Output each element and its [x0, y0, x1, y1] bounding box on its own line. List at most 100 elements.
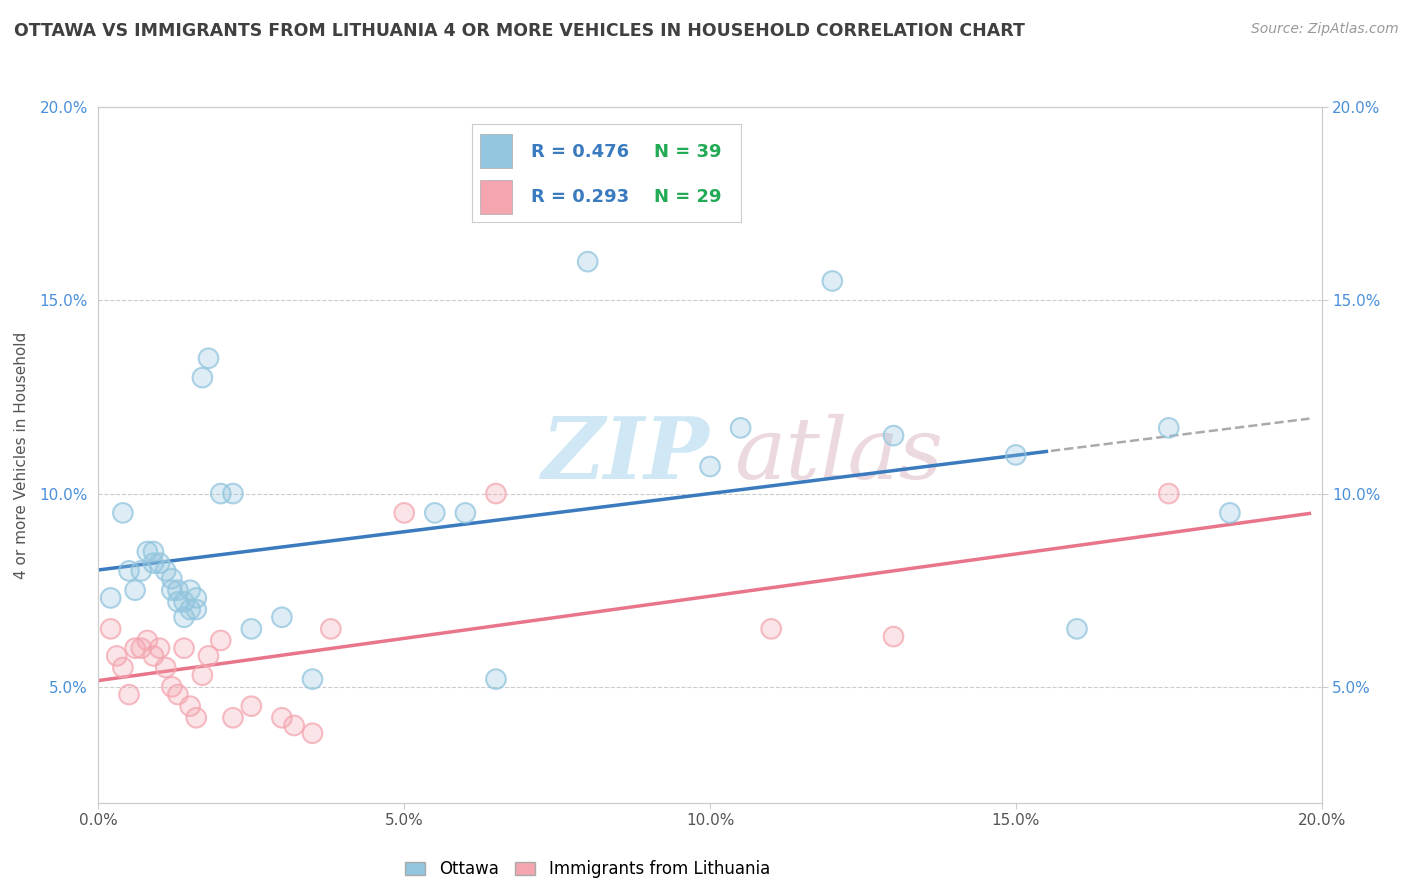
Point [197, 351, 219, 366]
Point [105, 648, 128, 663]
Text: atlas: atlas [734, 414, 943, 496]
Point [485, 672, 508, 686]
Point [179, 699, 201, 714]
Point [173, 610, 195, 624]
Point [883, 630, 905, 644]
Point [167, 688, 190, 702]
Point [270, 711, 292, 725]
Point [160, 680, 183, 694]
Point [270, 610, 292, 624]
Point [173, 595, 195, 609]
Point [111, 506, 134, 520]
Point [136, 633, 159, 648]
Point [160, 583, 183, 598]
Point [186, 602, 208, 616]
Point [821, 274, 844, 288]
Point [173, 641, 195, 656]
Point [142, 648, 165, 663]
Point [136, 544, 159, 558]
Point [821, 274, 844, 288]
Point [1157, 421, 1180, 435]
Point [209, 633, 232, 648]
Point [197, 351, 219, 366]
Point [149, 641, 172, 656]
Point [209, 486, 232, 500]
Point [240, 699, 263, 714]
Point [179, 602, 201, 616]
Point [191, 370, 214, 384]
Point [423, 506, 446, 520]
Point [118, 688, 141, 702]
Point [883, 428, 905, 442]
FancyBboxPatch shape [479, 180, 512, 214]
Point [485, 672, 508, 686]
Point [423, 506, 446, 520]
Point [699, 459, 721, 474]
Point [1219, 506, 1241, 520]
Point [173, 595, 195, 609]
Point [197, 648, 219, 663]
Point [283, 718, 305, 732]
Point [124, 583, 146, 598]
Point [576, 254, 599, 268]
Point [576, 254, 599, 268]
Point [1066, 622, 1088, 636]
Point [1004, 448, 1026, 462]
Point [222, 711, 245, 725]
Point [142, 648, 165, 663]
Point [222, 486, 245, 500]
Point [759, 622, 782, 636]
Point [1066, 622, 1088, 636]
Point [111, 660, 134, 674]
Point [240, 699, 263, 714]
Point [155, 660, 177, 674]
Point [270, 610, 292, 624]
Point [142, 544, 165, 558]
Point [155, 564, 177, 578]
Point [454, 506, 477, 520]
Point [160, 583, 183, 598]
Point [191, 668, 214, 682]
Point [160, 572, 183, 586]
Point [222, 486, 245, 500]
Text: ZIP: ZIP [543, 413, 710, 497]
Point [149, 641, 172, 656]
Point [319, 622, 342, 636]
Point [129, 564, 152, 578]
Point [173, 610, 195, 624]
Point [1219, 506, 1241, 520]
Point [100, 591, 122, 605]
Point [301, 726, 323, 740]
Y-axis label: 4 or more Vehicles in Household: 4 or more Vehicles in Household [14, 331, 28, 579]
Point [136, 544, 159, 558]
Point [167, 595, 190, 609]
Point [118, 564, 141, 578]
Point [191, 668, 214, 682]
Point [118, 688, 141, 702]
Point [240, 622, 263, 636]
Point [319, 622, 342, 636]
Point [454, 506, 477, 520]
Point [392, 506, 416, 520]
Point [111, 506, 134, 520]
Point [160, 680, 183, 694]
Point [186, 602, 208, 616]
Point [124, 641, 146, 656]
Point [485, 486, 508, 500]
Point [149, 556, 172, 570]
Point [100, 591, 122, 605]
Point [179, 583, 201, 598]
Point [100, 622, 122, 636]
Point [759, 622, 782, 636]
Point [124, 641, 146, 656]
Point [100, 622, 122, 636]
Point [1157, 486, 1180, 500]
Point [209, 633, 232, 648]
Point [111, 660, 134, 674]
Point [155, 660, 177, 674]
Point [270, 711, 292, 725]
Point [186, 711, 208, 725]
Point [167, 583, 190, 598]
Point [730, 421, 752, 435]
Text: N = 39: N = 39 [655, 143, 723, 161]
